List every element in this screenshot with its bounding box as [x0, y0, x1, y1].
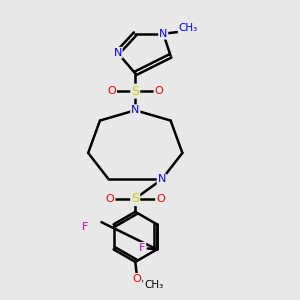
- Text: O: O: [133, 274, 141, 284]
- Text: CH₃: CH₃: [144, 280, 163, 290]
- Text: O: O: [154, 86, 163, 96]
- Text: N: N: [158, 174, 166, 184]
- Text: S: S: [131, 192, 139, 205]
- Text: O: O: [106, 194, 115, 204]
- Text: N: N: [159, 29, 167, 39]
- Text: O: O: [156, 194, 165, 204]
- Text: N: N: [113, 48, 122, 58]
- Text: N: N: [131, 105, 140, 115]
- Text: S: S: [131, 85, 139, 98]
- Text: O: O: [107, 86, 116, 96]
- Text: F: F: [82, 222, 88, 232]
- Text: F: F: [139, 243, 146, 253]
- Text: CH₃: CH₃: [179, 23, 198, 33]
